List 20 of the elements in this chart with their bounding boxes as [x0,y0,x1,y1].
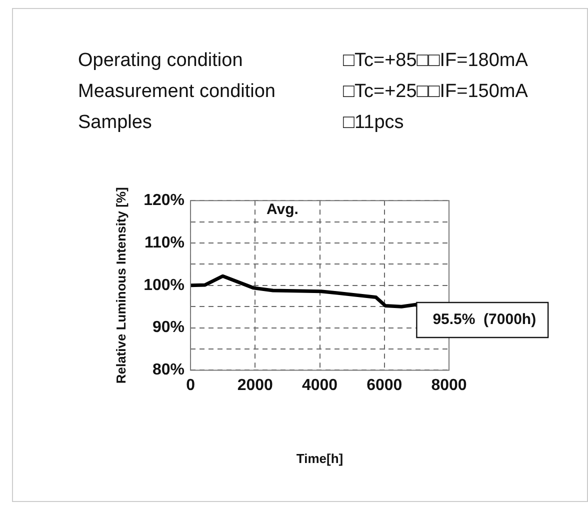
y-tick-label: 90% [152,319,185,336]
text: Operating condition [78,50,244,72]
annotation: 95.5% (7000h) [432,311,536,328]
x-axis-title: Time[h] [296,450,344,466]
text: □Tc=+25□□IF=150mA [343,81,528,103]
x-tick-label: 4000 [302,377,338,394]
chart-title: Avg. [266,201,298,218]
y-axis-title: Relative Luminous Intensity [%] [113,187,128,384]
x-tick-label: 0 [186,377,196,394]
text: □11pcs [343,112,405,134]
text: Measurement condition [78,81,276,103]
y-tick-label: 100% [144,276,185,294]
y-tick-label: 80% [152,362,185,379]
y-tick-label: 120% [144,192,185,210]
x-tick-label: 2000 [237,377,274,394]
text: Samples [78,112,153,134]
x-tick-label: 6000 [366,377,402,394]
x-tick-label: 8000 [431,377,467,394]
text: □Tc=+85□□IF=180mA [343,50,528,72]
y-tick-label: 110% [144,234,185,252]
